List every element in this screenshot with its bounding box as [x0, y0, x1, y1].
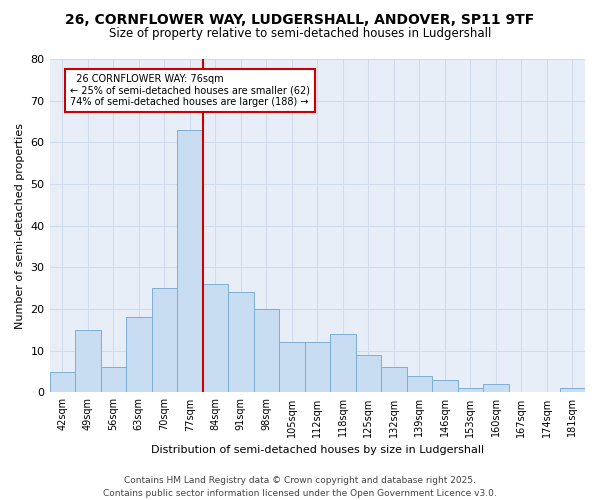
- Bar: [305, 342, 330, 392]
- Bar: [458, 388, 483, 392]
- Bar: [101, 368, 126, 392]
- Bar: [228, 292, 254, 392]
- Bar: [432, 380, 458, 392]
- Text: 26 CORNFLOWER WAY: 76sqm
← 25% of semi-detached houses are smaller (62)
74% of s: 26 CORNFLOWER WAY: 76sqm ← 25% of semi-d…: [70, 74, 310, 107]
- Text: 26, CORNFLOWER WAY, LUDGERSHALL, ANDOVER, SP11 9TF: 26, CORNFLOWER WAY, LUDGERSHALL, ANDOVER…: [65, 12, 535, 26]
- X-axis label: Distribution of semi-detached houses by size in Ludgershall: Distribution of semi-detached houses by …: [151, 445, 484, 455]
- Bar: [407, 376, 432, 392]
- Text: Contains HM Land Registry data © Crown copyright and database right 2025.
Contai: Contains HM Land Registry data © Crown c…: [103, 476, 497, 498]
- Bar: [560, 388, 585, 392]
- Bar: [483, 384, 509, 392]
- Bar: [177, 130, 203, 392]
- Bar: [152, 288, 177, 393]
- Y-axis label: Number of semi-detached properties: Number of semi-detached properties: [15, 122, 25, 328]
- Bar: [203, 284, 228, 393]
- Bar: [381, 368, 407, 392]
- Text: Size of property relative to semi-detached houses in Ludgershall: Size of property relative to semi-detach…: [109, 28, 491, 40]
- Bar: [254, 309, 279, 392]
- Bar: [279, 342, 305, 392]
- Bar: [126, 318, 152, 392]
- Bar: [356, 355, 381, 393]
- Bar: [330, 334, 356, 392]
- Bar: [75, 330, 101, 392]
- Bar: [50, 372, 75, 392]
